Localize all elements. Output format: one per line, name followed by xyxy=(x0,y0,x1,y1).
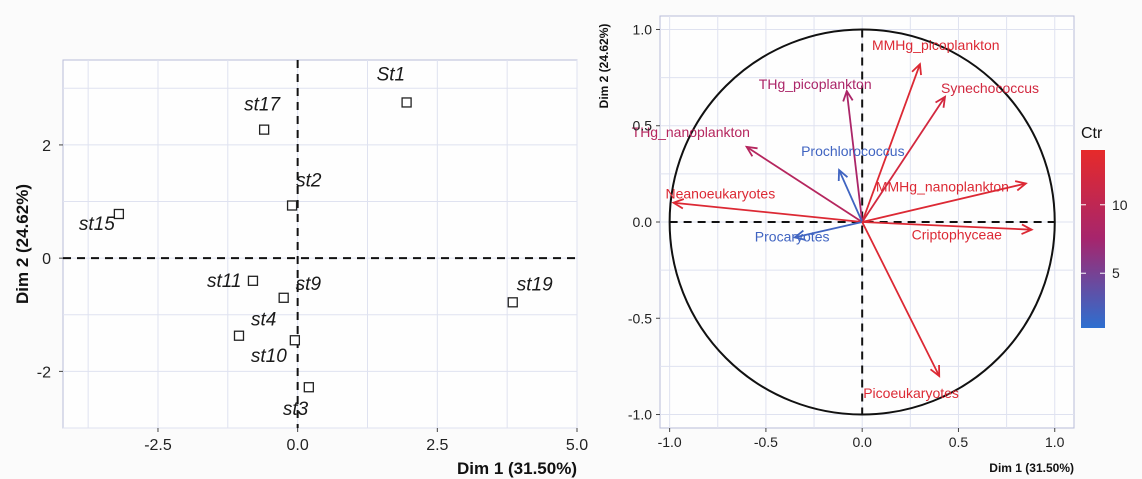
y-tick-label: -2 xyxy=(37,364,51,381)
y-tick-labels: -1.0 -0.5 0.0 0.5 1.0 xyxy=(628,21,660,423)
arrow-head xyxy=(935,95,947,108)
variables-plot: MMHg_picoplankton THg_picoplankton Synecho… xyxy=(597,15,1075,475)
arrow-label: Synechococcus xyxy=(941,80,1039,96)
arrow-label: Criptophyceae xyxy=(912,227,1002,243)
arrow-label: Picoeukaryotes xyxy=(863,385,959,401)
individuals-plot: St1 st17 st2 st15 st11 st9 st19 st4 st10 st3 -2.5… xyxy=(13,59,588,478)
x-tick-label: 0.0 xyxy=(852,434,872,450)
x-tick-label: 0.5 xyxy=(949,434,969,450)
x-tick-label: 5.0 xyxy=(566,437,588,454)
x-tick-label: -0.5 xyxy=(754,434,778,450)
arrow-head xyxy=(842,89,854,102)
arrow-shaft xyxy=(861,96,946,223)
arrow-label: Prochlorococcus xyxy=(801,143,905,159)
point-label: st11 xyxy=(207,271,242,292)
arrow-shaft xyxy=(845,90,864,223)
arrows-layer xyxy=(671,62,1034,378)
arrow-shaft xyxy=(861,182,1027,223)
point-label: st9 xyxy=(296,274,322,295)
y-tick-labels: -2 0 2 xyxy=(37,138,63,381)
arrow-head xyxy=(1021,223,1034,235)
arrow-head xyxy=(792,229,806,241)
y-tick-label: 2 xyxy=(42,138,51,155)
point-marker xyxy=(303,382,314,393)
arrow-shaft xyxy=(862,221,1032,231)
arrow-shaft xyxy=(794,221,863,239)
arrow-head xyxy=(744,145,758,157)
point-label: st3 xyxy=(283,399,309,420)
point-label: st4 xyxy=(251,310,276,331)
arrow-head xyxy=(911,62,922,76)
arrow-label: Procaryotes xyxy=(755,228,830,244)
point-label: st10 xyxy=(251,346,287,367)
y-axis-label: Dim 2 (24.62%) xyxy=(13,184,32,304)
point-marker xyxy=(507,297,518,308)
arrow-head xyxy=(929,365,941,378)
y-tick-label: 1.0 xyxy=(633,21,653,37)
plot-panel xyxy=(62,59,578,429)
point-label: st2 xyxy=(296,171,322,192)
arrow-label: THg_nanoplankton xyxy=(632,124,750,140)
point-label: St1 xyxy=(377,64,406,85)
points-layer: St1 st17 st2 st15 st11 st9 st19 st4 st10 st3 xyxy=(79,64,553,420)
x-tick-labels: -1.0 -0.5 0.0 0.5 1.0 xyxy=(658,428,1065,450)
y-tick-label: 0 xyxy=(42,251,51,268)
arrow-shaft xyxy=(861,63,921,223)
arrow-labels-layer: MMHg_picoplankton THg_picoplankton Synecho… xyxy=(632,37,1039,401)
arrow-shaft xyxy=(861,221,941,377)
point-marker xyxy=(401,97,412,108)
legend-title: Ctr xyxy=(1081,125,1103,142)
point-marker xyxy=(258,124,270,135)
x-axis-label: Dim 1 (31.50%) xyxy=(989,461,1074,475)
point-label: st19 xyxy=(517,274,553,295)
zero-lines xyxy=(63,60,577,428)
x-tick-label: 2.5 xyxy=(426,437,448,454)
ctr-legend: Ctr 5 10 xyxy=(1081,125,1128,328)
point-label: st15 xyxy=(79,214,115,235)
point-marker xyxy=(289,335,301,346)
arrow-label: Neanoeukaryotes xyxy=(665,186,775,202)
arrow-label: MMHg_nanoplankton xyxy=(876,178,1009,194)
correlation-circle xyxy=(668,28,1056,416)
point-label: st17 xyxy=(244,95,281,116)
point-marker xyxy=(286,200,298,211)
point-marker xyxy=(278,292,289,303)
x-tick-labels: -2.5 0.0 2.5 5.0 xyxy=(144,428,588,454)
x-tick-label: 0.0 xyxy=(287,437,309,454)
arrow-label: THg_picoplankton xyxy=(759,76,872,92)
x-tick-label: -1.0 xyxy=(658,434,682,450)
unit-circle xyxy=(668,28,1056,416)
arrow-shaft xyxy=(746,146,863,223)
point-marker xyxy=(247,275,259,286)
legend-tick-label: 5 xyxy=(1112,265,1120,281)
arrow-head xyxy=(1014,180,1028,192)
arrow-head xyxy=(671,198,685,210)
x-tick-label: -2.5 xyxy=(144,437,172,454)
point-marker xyxy=(233,330,245,341)
arrow-head xyxy=(837,168,849,182)
legend-tick-label: 10 xyxy=(1112,197,1128,213)
y-tick-label: -0.5 xyxy=(628,310,652,326)
legend-ticks: 5 10 xyxy=(1081,197,1128,281)
arrow-label: MMHg_picoplankton xyxy=(872,37,1000,53)
point-marker xyxy=(113,208,125,220)
y-tick-label: 0.5 xyxy=(633,118,653,134)
x-tick-label: 1.0 xyxy=(1045,434,1065,450)
x-axis-label: Dim 1 (31.50%) xyxy=(457,459,577,478)
arrow-shaft xyxy=(838,169,864,223)
y-axis-label: Dim 2 (24.62%) xyxy=(597,24,611,109)
y-tick-label: 0.0 xyxy=(633,214,653,230)
y-tick-label: -1.0 xyxy=(628,407,652,423)
legend-colorbar xyxy=(1081,150,1105,328)
arrow-shaft xyxy=(673,201,863,223)
